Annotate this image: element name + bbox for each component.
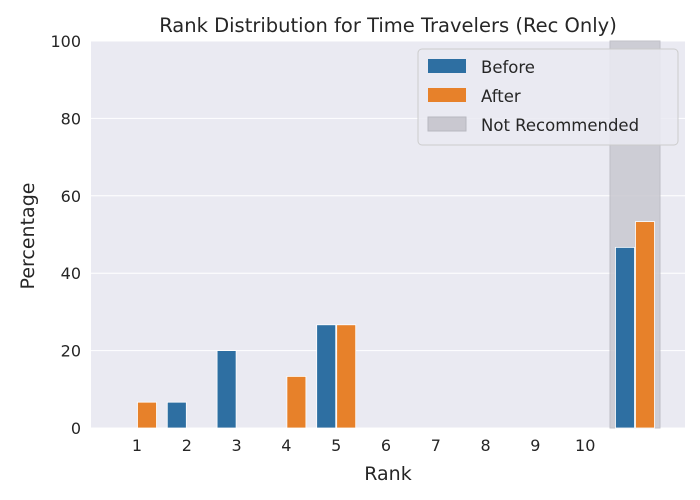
x-tick-label: 7 xyxy=(431,436,441,455)
legend-swatch-after xyxy=(428,88,466,102)
y-tick-label: 60 xyxy=(61,187,81,206)
bar-after-5 xyxy=(336,324,357,429)
x-tick-label: 2 xyxy=(182,436,192,455)
bar-before-5 xyxy=(316,324,337,429)
x-tick-label: 4 xyxy=(281,436,291,455)
legend-label-before: Before xyxy=(481,58,535,77)
x-tick-label: 5 xyxy=(331,436,341,455)
legend: Before After Not Recommended xyxy=(417,48,679,146)
x-tick-label: 9 xyxy=(530,436,540,455)
legend-label-not-recommended: Not Recommended xyxy=(481,116,639,135)
bar-before-not-recommended xyxy=(615,246,635,429)
y-axis-label: Percentage xyxy=(17,183,39,290)
legend-label-after: After xyxy=(481,87,521,106)
y-tick-label: 20 xyxy=(61,342,81,361)
legend-box xyxy=(417,48,679,146)
y-tick-labels: 0 20 40 60 80 100 xyxy=(50,32,81,438)
y-tick-label: 80 xyxy=(61,109,81,128)
x-tick-labels: 1 2 3 4 5 6 7 8 9 10 xyxy=(132,436,595,455)
bar-after-not-recommended xyxy=(635,221,655,429)
bar-after-4 xyxy=(286,376,307,429)
x-tick-label: 8 xyxy=(481,436,491,455)
legend-swatch-not-recommended xyxy=(427,116,467,132)
bars xyxy=(137,221,655,429)
y-tick-label: 100 xyxy=(50,32,81,51)
x-tick-label: 6 xyxy=(381,436,391,455)
x-tick-label: 1 xyxy=(132,436,142,455)
x-axis-label: Rank xyxy=(364,463,411,485)
chart-title: Rank Distribution for Time Travelers (Re… xyxy=(159,14,617,37)
gridlines xyxy=(91,40,685,429)
x-tick-label: 10 xyxy=(575,436,595,455)
y-tick-label: 0 xyxy=(71,419,81,438)
bar-after-1 xyxy=(137,401,157,429)
x-tick-label: 3 xyxy=(232,436,242,455)
y-tick-label: 40 xyxy=(61,264,81,283)
legend-swatch-before xyxy=(428,59,466,73)
bar-before-2 xyxy=(166,401,187,429)
bar-before-3 xyxy=(216,350,237,429)
